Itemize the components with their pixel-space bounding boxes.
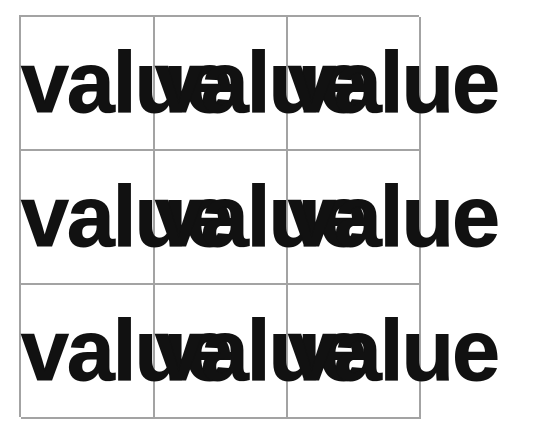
grid-cell-r2-c2[interactable]: value: [155, 151, 367, 285]
grid-cell-r3-c3[interactable]: value: [288, 285, 500, 419]
cell-text: value: [288, 169, 501, 265]
cell-text: value: [21, 169, 234, 265]
grid-cell-r1-c3[interactable]: value: [288, 17, 500, 151]
cell-text: value: [155, 303, 368, 399]
value-grid: value value value value value value valu…: [19, 15, 500, 419]
grid-cell-r3-c2[interactable]: value: [155, 285, 367, 419]
cell-text: value: [155, 35, 368, 131]
grid-cell-r2-c3[interactable]: value: [288, 151, 500, 285]
grid-cell-r3-c1[interactable]: value: [21, 285, 233, 419]
cell-text: value: [21, 35, 234, 131]
cell-text: value: [21, 303, 234, 399]
grid-cell-r2-c1[interactable]: value: [21, 151, 233, 285]
grid-cell-r1-c2[interactable]: value: [155, 17, 367, 151]
cell-text: value: [288, 303, 501, 399]
grid-cell-r1-c1[interactable]: value: [21, 17, 233, 151]
cell-text: value: [155, 169, 368, 265]
cell-text: value: [288, 35, 501, 131]
